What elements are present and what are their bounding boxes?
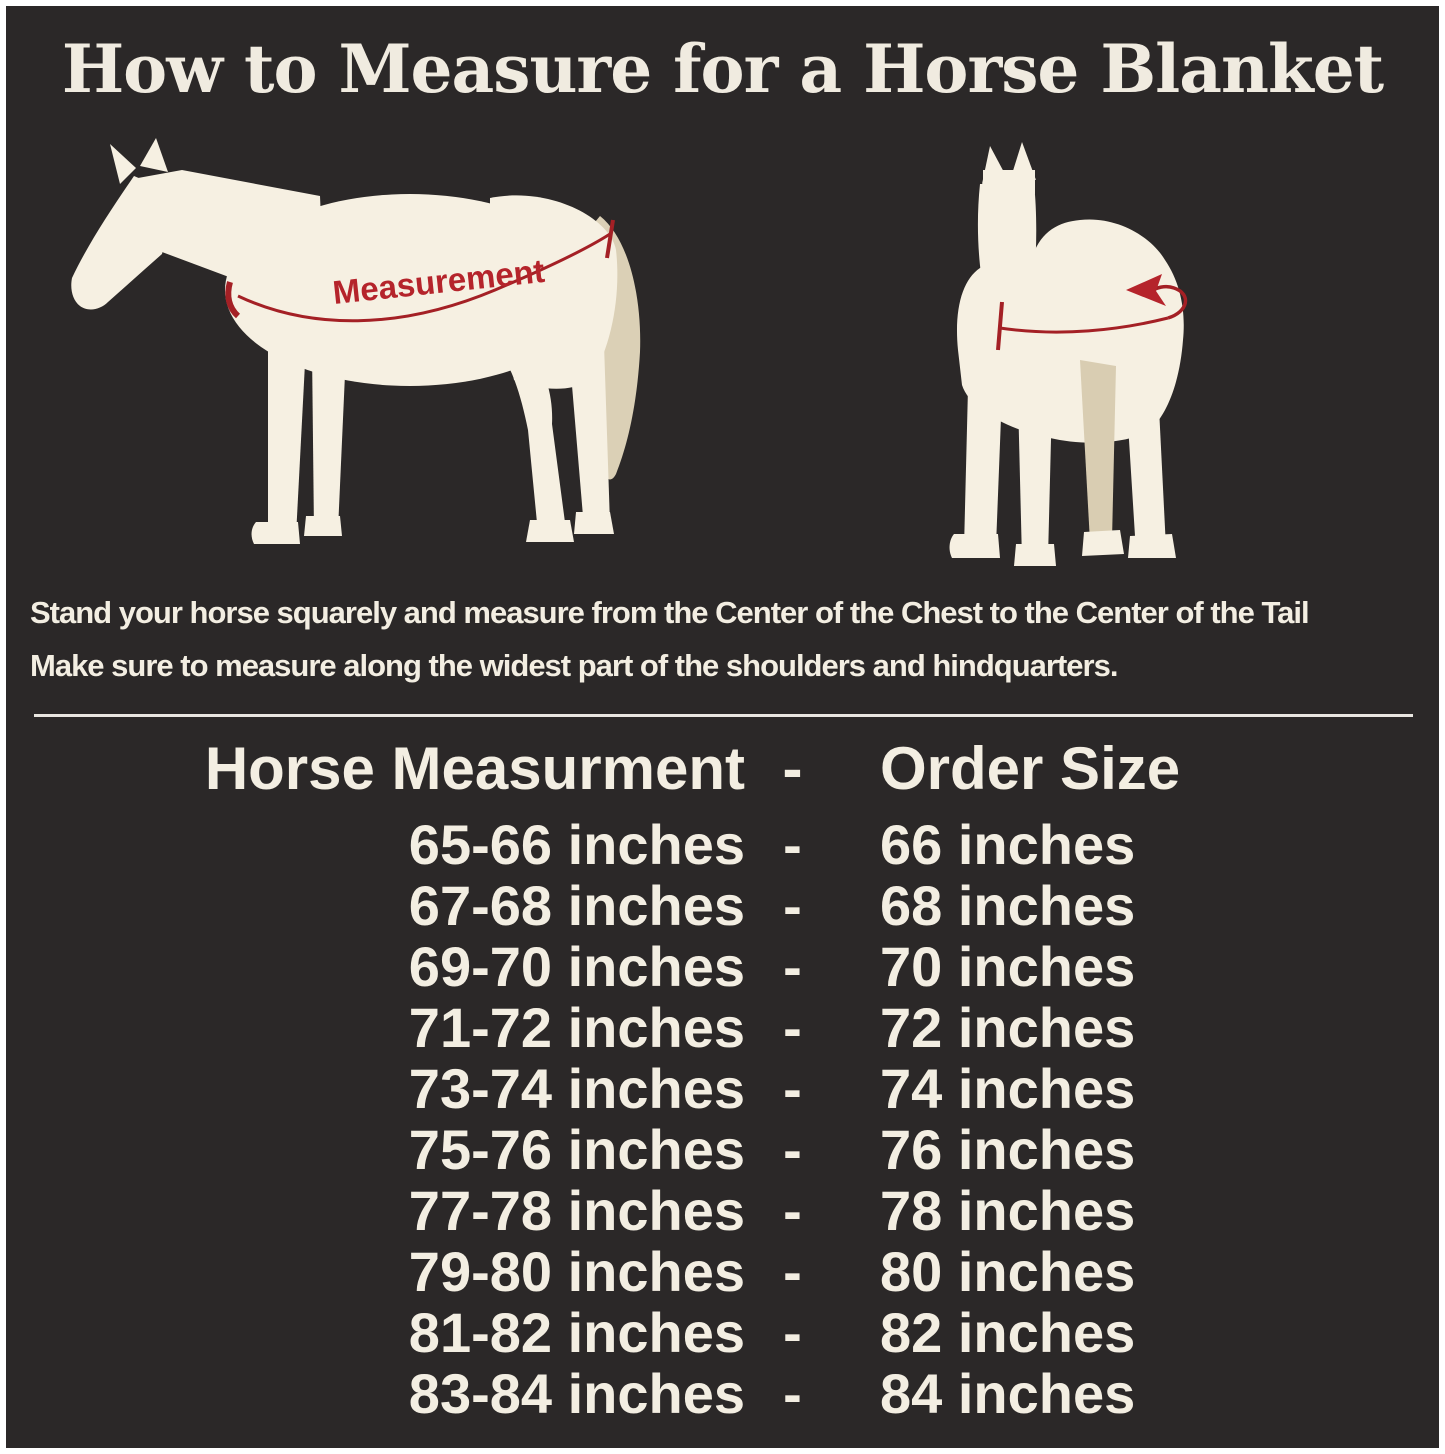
horse-hoof — [1014, 544, 1056, 566]
horse-measurement-value: 69-70 inches — [408, 935, 745, 998]
measuring-instructions: Stand your horse squarely and measure fr… — [30, 586, 1431, 692]
horse-measurement-value: 83-84 inches — [408, 1362, 745, 1425]
size-chart-rows: 65-66 inches - 66 inches 67-68 inches - … — [6, 814, 1439, 1424]
horse-rear-hoof — [526, 520, 574, 542]
horse-measurement-value: 77-78 inches — [408, 1179, 745, 1242]
horse-measurement-value: 73-74 inches — [408, 1057, 745, 1120]
horse-measurement-value: 79-80 inches — [408, 1240, 745, 1303]
order-size-value: 84 inches — [880, 1362, 1136, 1425]
infographic-canvas: How to Measure for a Horse Blanket — [6, 6, 1439, 1448]
row-separator: - — [783, 1362, 802, 1425]
page-title: How to Measure for a Horse Blanket — [61, 30, 1384, 108]
front-view-horse-illustration — [949, 142, 1188, 566]
table-row: 75-76 inches - 76 inches — [6, 1119, 1439, 1180]
horse-measurement-value: 81-82 inches — [408, 1301, 745, 1364]
row-separator: - — [783, 1301, 802, 1364]
row-separator: - — [783, 996, 802, 1059]
horse-measurement-value: 65-66 inches — [408, 813, 745, 876]
measurement-end-tick — [605, 219, 615, 259]
table-row: 77-78 inches - 78 inches — [6, 1180, 1439, 1241]
header-horse-measurement: Horse Measurment — [204, 735, 745, 802]
table-row: 65-66 inches - 66 inches — [6, 814, 1439, 875]
measurement-arc — [237, 232, 611, 323]
horse-leg — [964, 388, 1002, 548]
header-order-size: Order Size — [880, 735, 1181, 802]
row-separator: - — [783, 813, 802, 876]
table-row: 69-70 inches - 70 inches — [6, 936, 1439, 997]
girth-arrowhead — [1126, 274, 1166, 306]
horse-hoof — [949, 534, 1000, 558]
order-size-value: 74 inches — [880, 1057, 1136, 1120]
measurement-start-mark — [225, 281, 241, 319]
table-row: 79-80 inches - 80 inches — [6, 1241, 1439, 1302]
table-row: 83-84 inches - 84 inches — [6, 1363, 1439, 1424]
horse-leg — [1018, 398, 1052, 560]
horse-measurement-value: 71-72 inches — [408, 996, 745, 1059]
table-row: 67-68 inches - 68 inches — [6, 875, 1439, 936]
size-chart: Horse Measurment - Order Size 65-66 inch… — [6, 728, 1439, 1424]
horse-measurement-value: 75-76 inches — [408, 1118, 745, 1181]
order-size-value: 80 inches — [880, 1240, 1136, 1303]
horse-front-leg — [312, 350, 346, 532]
table-row: 81-82 inches - 82 inches — [6, 1302, 1439, 1363]
table-row: 71-72 inches - 72 inches — [6, 997, 1439, 1058]
horse-hoof — [1082, 530, 1124, 556]
row-separator: - — [783, 1118, 802, 1181]
row-separator: - — [783, 1240, 802, 1303]
row-separator: - — [783, 1179, 802, 1242]
row-separator: - — [783, 874, 802, 937]
row-separator: - — [783, 1057, 802, 1120]
order-size-value: 70 inches — [880, 935, 1136, 998]
section-divider — [34, 714, 1413, 717]
horse-front-leg — [268, 338, 306, 538]
girth-line — [999, 316, 1169, 334]
horse-rear-leg — [490, 323, 566, 533]
row-separator: - — [783, 935, 802, 998]
horse-shadow-leg — [1080, 360, 1116, 542]
horse-front-hoof — [304, 516, 342, 536]
order-size-value: 66 inches — [880, 813, 1136, 876]
horse-leg — [1126, 388, 1166, 552]
horse-hoof — [1128, 534, 1176, 558]
table-row: 73-74 inches - 74 inches — [6, 1058, 1439, 1119]
horse-rear-hoof — [574, 512, 614, 534]
order-size-value: 72 inches — [880, 996, 1136, 1059]
instructions-line-2: Make sure to measure along the widest pa… — [30, 648, 1118, 683]
horse-rear-leg — [568, 338, 610, 528]
side-view-horse-illustration: Measurement — [71, 138, 641, 544]
order-size-value: 78 inches — [880, 1179, 1136, 1242]
horse-forehead — [983, 170, 1035, 194]
order-size-value: 82 inches — [880, 1301, 1136, 1364]
horse-front-hoof — [251, 522, 300, 544]
order-size-value: 68 inches — [880, 874, 1136, 937]
header-separator: - — [782, 735, 803, 802]
horse-measurement-value: 67-68 inches — [408, 874, 745, 937]
horse-ear — [140, 138, 168, 172]
girth-start-tick — [996, 301, 1004, 351]
order-size-value: 76 inches — [880, 1118, 1136, 1181]
horse-ear — [110, 144, 136, 184]
instructions-line-1: Stand your horse squarely and measure fr… — [30, 595, 1310, 630]
size-chart-header: Horse Measurment - Order Size — [6, 728, 1439, 810]
